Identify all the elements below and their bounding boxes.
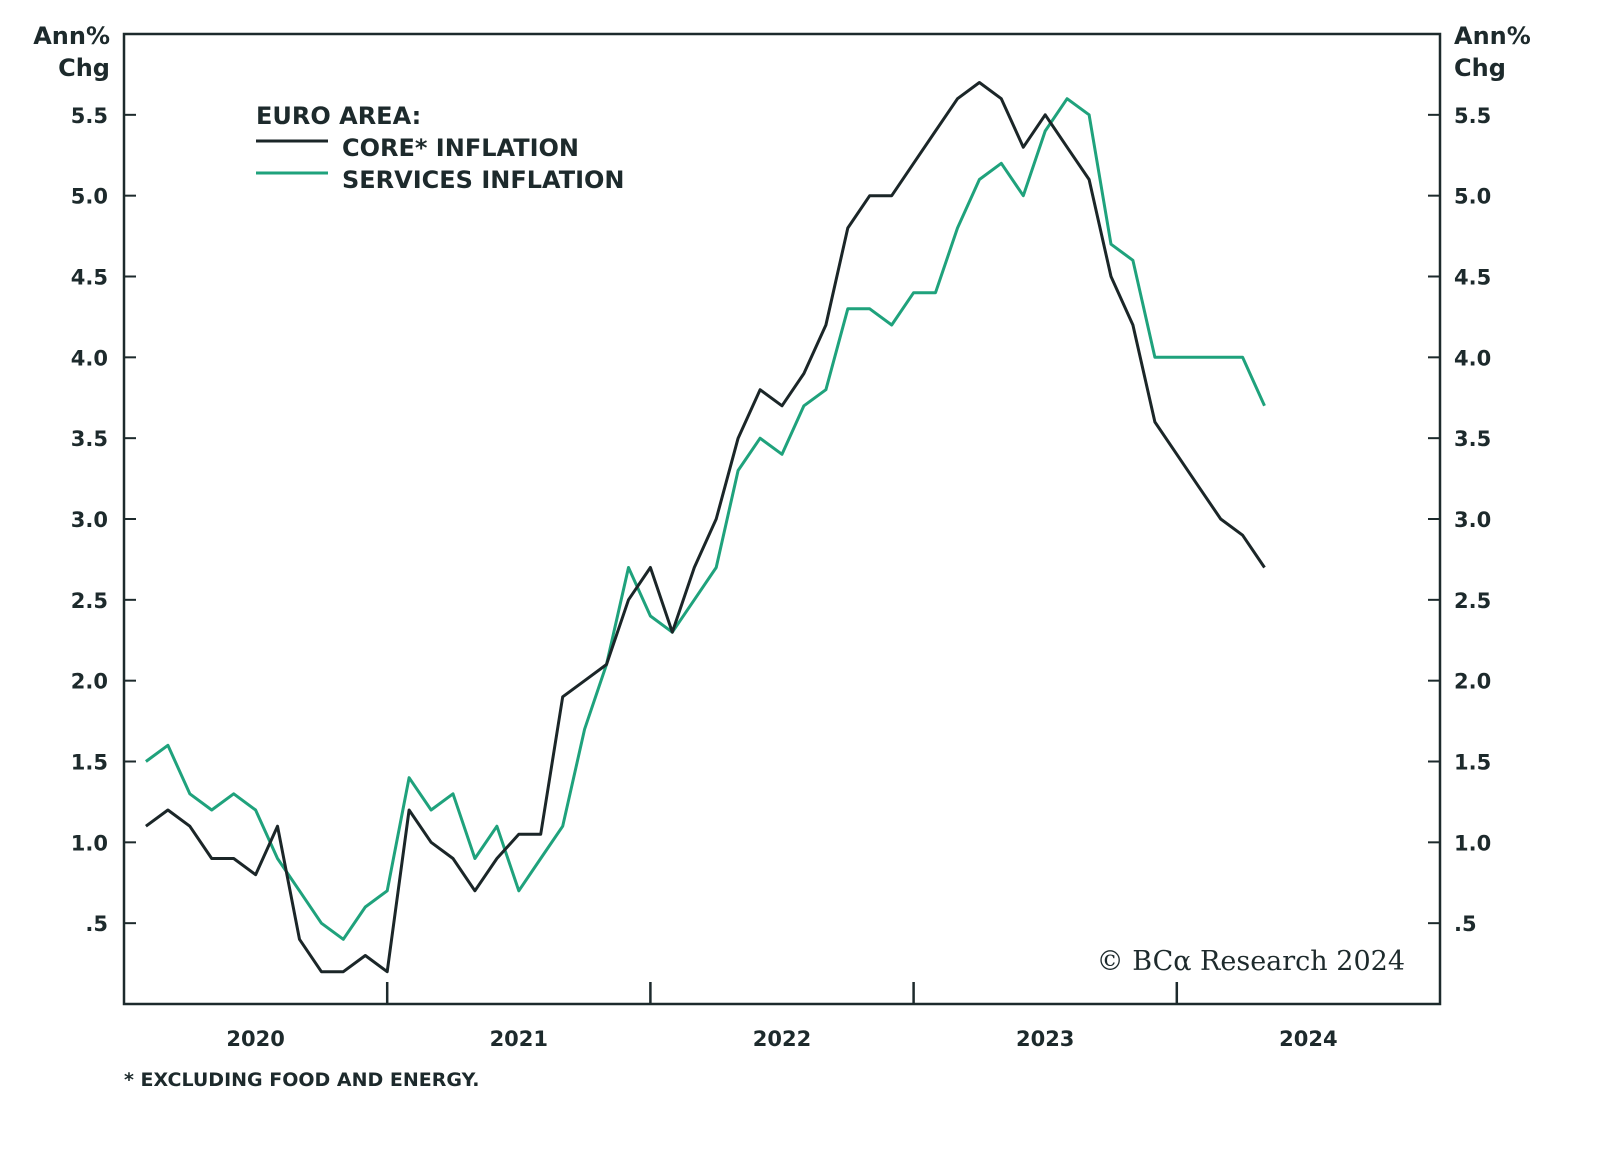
y-tick-label-right: 4.5 xyxy=(1454,266,1491,290)
y-tick-label-right: 2.5 xyxy=(1454,589,1491,613)
copyright: © BCα Research 2024 xyxy=(1097,946,1405,977)
y-tick-label-right: 1.5 xyxy=(1454,751,1491,775)
y-tick-label-left: .5 xyxy=(85,912,108,936)
y-tick-label-right: 3.0 xyxy=(1454,508,1491,532)
y-tick-label-left: 5.5 xyxy=(71,104,108,128)
y-tick-label-left: 2.0 xyxy=(71,670,108,694)
y-tick-label-right: 3.5 xyxy=(1454,427,1491,451)
y-tick-label-left: 4.0 xyxy=(71,346,108,370)
x-tick-label: 2022 xyxy=(753,1027,811,1051)
y-tick-label-left: 3.0 xyxy=(71,508,108,532)
x-tick-label: 2021 xyxy=(490,1027,548,1051)
y-tick-label-left: 2.5 xyxy=(71,589,108,613)
y-tick-label-right: 4.0 xyxy=(1454,346,1491,370)
y-tick-label-right: 1.0 xyxy=(1454,831,1491,855)
legend-heading: EURO AREA: xyxy=(256,102,421,130)
y-label-right-1: Ann% xyxy=(1454,22,1531,50)
footnote: * EXCLUDING FOOD AND ENERGY. xyxy=(124,1069,479,1091)
y-tick-label-left: 4.5 xyxy=(71,266,108,290)
x-tick-label: 2020 xyxy=(226,1027,284,1051)
x-tick-label: 2023 xyxy=(1016,1027,1074,1051)
y-tick-label-right: 2.0 xyxy=(1454,670,1491,694)
x-tick-label: 2024 xyxy=(1279,1027,1337,1051)
series-line-services xyxy=(145,97,1266,941)
plot-frame xyxy=(122,32,1442,1006)
y-tick-label-right: 5.5 xyxy=(1454,104,1491,128)
legend-label-services: SERVICES INFLATION xyxy=(342,166,625,194)
legend-label-core: CORE* INFLATION xyxy=(342,134,579,162)
y-tick-label-left: 3.5 xyxy=(71,427,108,451)
y-label-right-2: Chg xyxy=(1454,54,1506,82)
y-tick-label-left: 5.0 xyxy=(71,185,108,209)
y-tick-label-left: 1.0 xyxy=(71,831,108,855)
y-label-left-1: Ann% xyxy=(33,22,110,50)
y-tick-label-left: 1.5 xyxy=(71,751,108,775)
y-tick-label-right: .5 xyxy=(1454,912,1477,936)
series-line-core xyxy=(145,81,1266,974)
y-tick-label-right: 5.0 xyxy=(1454,185,1491,209)
y-label-left-2: Chg xyxy=(58,54,110,82)
legend: EURO AREA: CORE* INFLATION SERVICES INFL… xyxy=(256,102,625,194)
